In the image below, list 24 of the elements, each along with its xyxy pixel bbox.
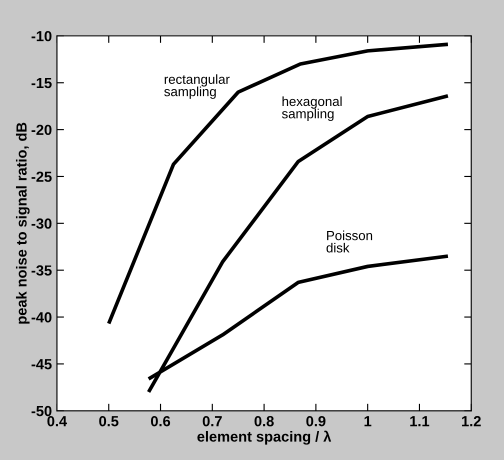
x-tick-label: 0.4 [47, 416, 68, 426]
y-tick-label: -25 [32, 172, 52, 182]
y-tick-label: -35 [32, 265, 52, 276]
x-tick-label: 1 [364, 416, 372, 426]
x-tick-label: 0.5 [99, 416, 118, 426]
y-tick-label: -10 [32, 30, 52, 42]
y-tick-label: -15 [32, 78, 52, 88]
series-label: Poisson disk [326, 230, 372, 253]
y-tick-label: -50 [32, 406, 52, 416]
x-tick-label: 0.6 [150, 416, 170, 426]
x-tick-label: 1.1 [410, 416, 430, 426]
x-tick-label: 0.8 [254, 416, 274, 426]
series-label: rectangular sampling [164, 74, 230, 99]
x-tick-label: 1.2 [462, 416, 481, 426]
x-axis-title: element spacing / λ [197, 430, 332, 445]
y-tick-label: -45 [32, 359, 52, 370]
x-tick-label: 0.7 [202, 416, 222, 426]
y-axis-title: peak noise to signal ratio, dB [16, 122, 30, 324]
x-tick-label: 0.9 [306, 416, 326, 426]
y-tick-label: -40 [32, 312, 52, 322]
y-tick-label: -30 [32, 218, 52, 229]
series-label: hexagonal sampling [282, 96, 342, 121]
line-series [106, 42, 450, 326]
y-tick-label: -20 [32, 124, 52, 136]
